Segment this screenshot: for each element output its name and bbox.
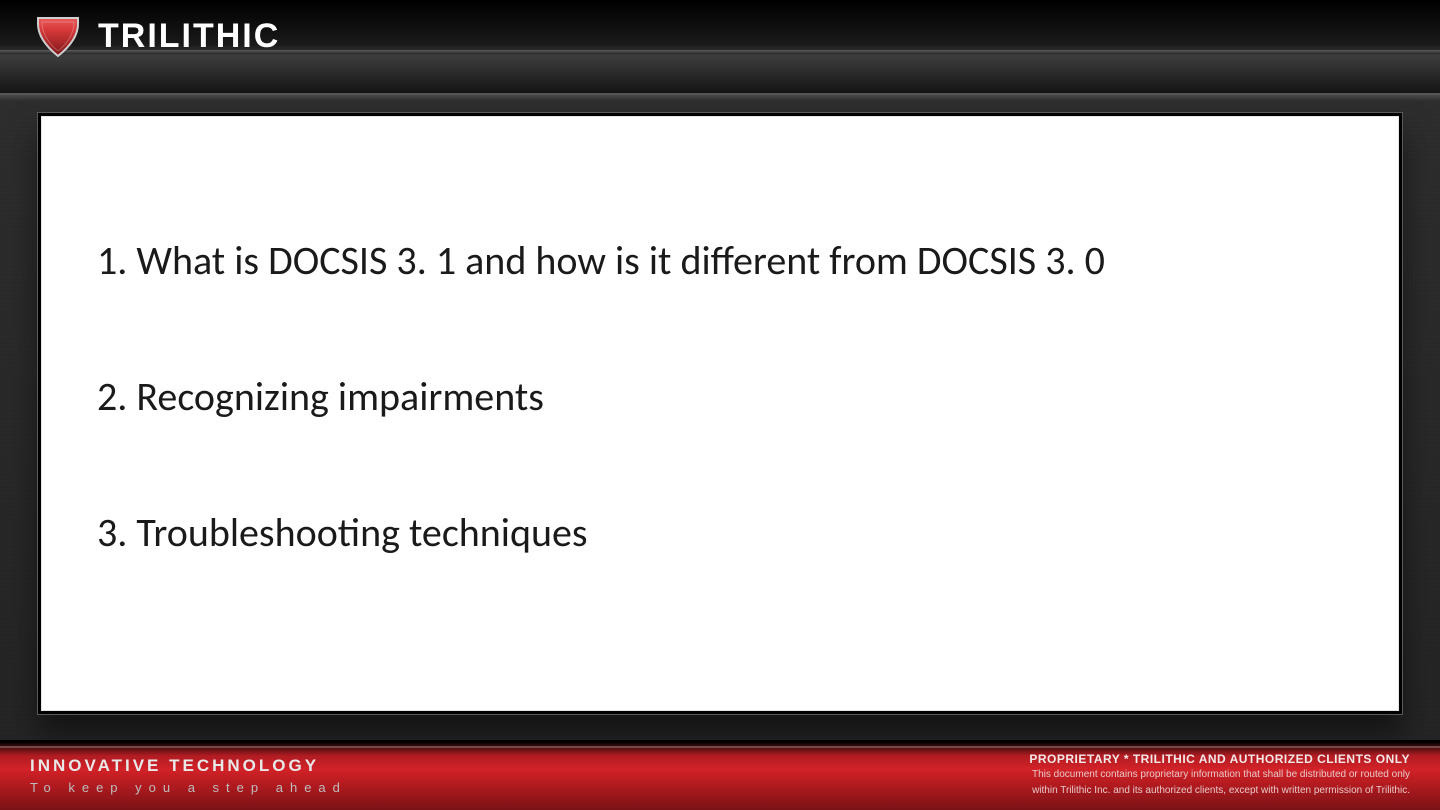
footer-proprietary-title: PROPRIETARY * TRILITHIC AND AUTHORIZED C… bbox=[1029, 752, 1410, 766]
footer-right: PROPRIETARY * TRILITHIC AND AUTHORIZED C… bbox=[1029, 752, 1410, 797]
header-bar: TRILITHIC bbox=[0, 0, 1440, 95]
footer-tagline-2: To keep you a step ahead bbox=[30, 780, 347, 795]
bullet-2: 2. Recognizing impairments bbox=[97, 372, 1343, 422]
footer-highlight bbox=[0, 746, 1440, 748]
stage: 1. What is DOCSIS 3. 1 and how is it dif… bbox=[0, 95, 1440, 740]
shield-logo-icon bbox=[34, 14, 82, 58]
footer-tagline-1: INNOVATIVE TECHNOLOGY bbox=[30, 756, 347, 776]
brand: TRILITHIC bbox=[34, 14, 280, 58]
footer-bar: INNOVATIVE TECHNOLOGY To keep you a step… bbox=[0, 740, 1440, 810]
slide-content: 1. What is DOCSIS 3. 1 and how is it dif… bbox=[38, 113, 1402, 714]
footer-left: INNOVATIVE TECHNOLOGY To keep you a step… bbox=[30, 756, 347, 795]
bullet-3: 3. Troubleshooting techniques bbox=[97, 508, 1343, 558]
brand-name: TRILITHIC bbox=[98, 17, 280, 56]
footer-proprietary-line2: This document contains proprietary infor… bbox=[1029, 768, 1410, 782]
slide-body: 1. What is DOCSIS 3. 1 and how is it dif… bbox=[97, 236, 1343, 644]
footer-proprietary-line3: within Trilithic Inc. and its authorized… bbox=[1029, 784, 1410, 798]
bullet-1: 1. What is DOCSIS 3. 1 and how is it dif… bbox=[97, 236, 1343, 286]
stage-highlight bbox=[0, 95, 1440, 101]
